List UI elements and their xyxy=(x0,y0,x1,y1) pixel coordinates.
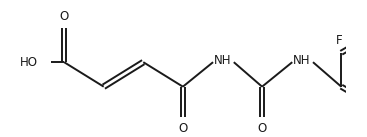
Text: O: O xyxy=(258,122,267,135)
Text: O: O xyxy=(178,122,188,135)
Text: NH: NH xyxy=(293,54,310,67)
Text: F: F xyxy=(366,109,367,122)
Text: O: O xyxy=(59,10,69,23)
Text: NH: NH xyxy=(214,54,231,67)
Text: HO: HO xyxy=(20,56,38,69)
Text: F: F xyxy=(336,34,343,47)
